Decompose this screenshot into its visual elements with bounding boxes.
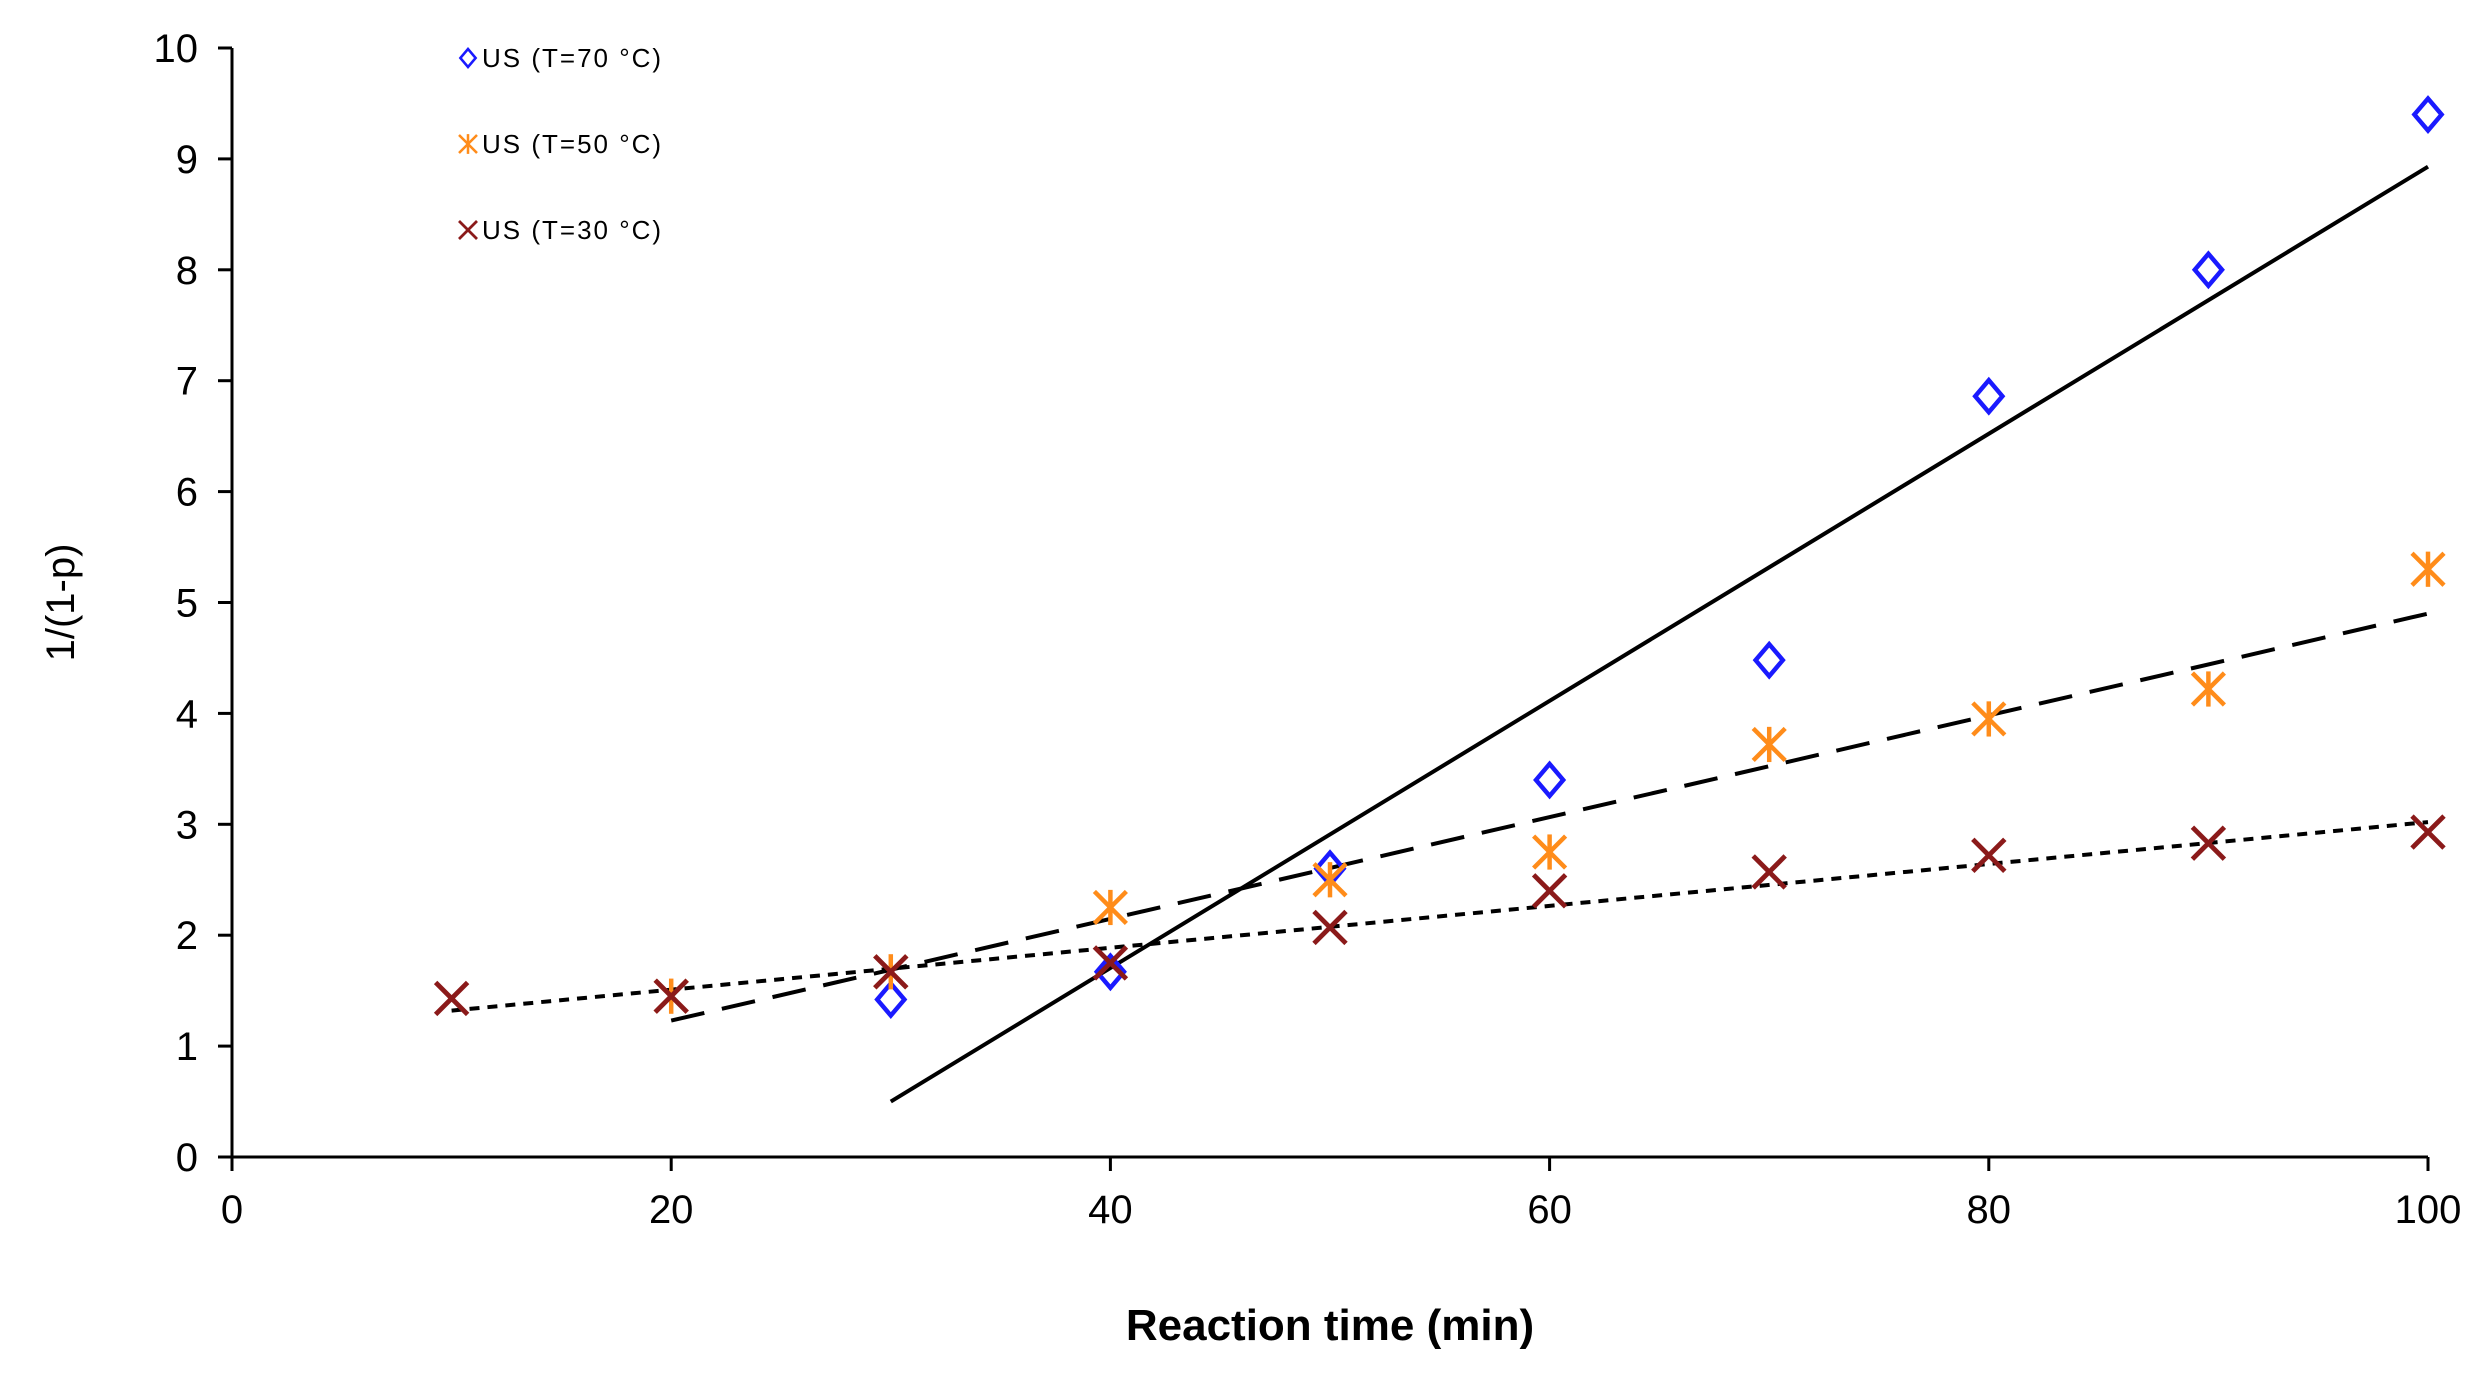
y-tick-label: 2 <box>176 914 198 958</box>
data-point-series-1 <box>1972 376 2006 416</box>
data-point-series-1 <box>1093 952 1127 992</box>
data-point-series-1 <box>1752 640 1786 680</box>
y-tick-label: 7 <box>176 360 198 404</box>
legend-marker <box>458 220 478 240</box>
data-point-series-3 <box>2190 825 2227 861</box>
legend-item: US (T=30 °C) <box>458 215 663 245</box>
data-point-series-2 <box>1312 862 1348 898</box>
legend-label: US (T=30 °C) <box>482 215 663 245</box>
x-tick-label: 0 <box>221 1188 243 1232</box>
x-tick-label: 20 <box>649 1188 694 1232</box>
y-tick-label: 1 <box>176 1025 198 1069</box>
data-point-series-2 <box>1532 834 1568 870</box>
y-tick-label: 5 <box>176 582 198 626</box>
trendline-series-2 <box>670 611 2429 1023</box>
trendline-series-1 <box>889 164 2430 1104</box>
data-point-series-3 <box>433 980 470 1017</box>
legend-marker <box>458 134 478 154</box>
data-points <box>433 95 2446 1019</box>
y-tick-label: 0 <box>176 1136 198 1180</box>
x-tick-label: 80 <box>1967 1188 2012 1232</box>
ticks: 0 20 40 60 80 100 0 1 2 3 4 5 6 7 8 9 10 <box>154 27 2462 1232</box>
data-point-series-2 <box>2190 671 2226 707</box>
trendlines <box>451 164 2430 1104</box>
y-tick-label: 9 <box>176 138 198 182</box>
data-point-series-2 <box>1971 701 2007 737</box>
data-point-series-2 <box>1751 726 1787 763</box>
data-point-series-3 <box>1092 945 1129 981</box>
y-tick-label: 6 <box>176 471 198 515</box>
y-tick-label: 10 <box>154 27 199 71</box>
legend-label: US (T=50 °C) <box>482 129 663 159</box>
data-point-series-3 <box>1751 854 1787 890</box>
legend-item: US (T=70 °C) <box>458 43 663 73</box>
trendline-series-3 <box>451 820 2429 1013</box>
y-tick-label: 3 <box>176 803 198 847</box>
data-point-series-3 <box>873 954 909 990</box>
data-point-series-3 <box>653 978 689 1014</box>
x-axis-title: Reaction time (min) <box>1126 1301 1534 1350</box>
data-point-series-2 <box>1092 889 1128 926</box>
x-tick-label: 100 <box>2395 1188 2462 1232</box>
data-point-series-3 <box>1531 873 1568 909</box>
data-point-series-2 <box>2410 551 2446 587</box>
data-point-series-1 <box>874 980 908 1019</box>
legend-marker <box>458 47 478 69</box>
x-tick-label: 40 <box>1088 1188 1133 1232</box>
y-tick-label: 8 <box>176 249 198 293</box>
data-point-series-3 <box>1312 909 1348 946</box>
legend-item: US (T=50 °C) <box>458 129 663 159</box>
data-point-series-1 <box>2191 250 2225 290</box>
data-point-series-3 <box>2410 814 2446 850</box>
data-point-series-1 <box>1533 760 1567 800</box>
legend-label: US (T=70 °C) <box>482 43 663 73</box>
y-tick-label: 4 <box>176 692 198 736</box>
data-point-series-1 <box>2411 95 2445 134</box>
x-tick-label: 60 <box>1527 1188 1572 1232</box>
y-axis-title: 1/(1-p) <box>39 544 83 662</box>
data-point-series-3 <box>1971 837 2007 874</box>
legend: US (T=70 °C) US (T=50 °C) US (T=30 °C) <box>458 43 663 245</box>
